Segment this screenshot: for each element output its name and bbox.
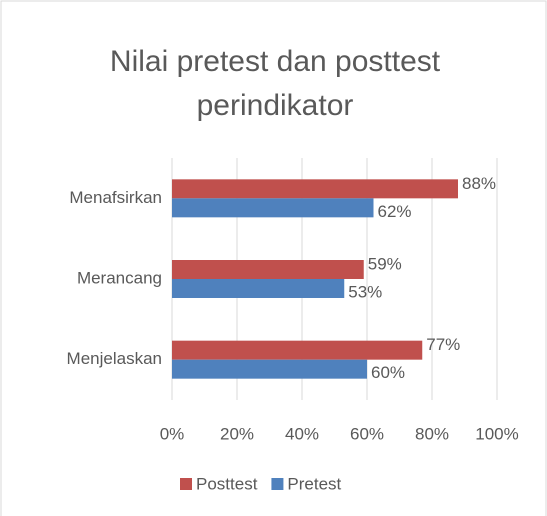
chart-title: Nilai pretest dan posttest perindikator xyxy=(109,45,441,122)
data-label: 60% xyxy=(371,363,405,382)
x-tick-label: 60% xyxy=(350,424,384,443)
x-tick-label: 20% xyxy=(220,424,254,443)
data-label: 62% xyxy=(378,202,412,221)
legend-swatch xyxy=(271,478,284,490)
x-tick-label: 100% xyxy=(475,424,518,443)
legend-label: Posttest xyxy=(196,474,258,493)
legend-swatch xyxy=(180,478,192,490)
x-tick-label: 40% xyxy=(285,424,319,443)
bar xyxy=(172,260,364,279)
bar xyxy=(172,359,367,379)
data-label: 59% xyxy=(368,254,402,273)
y-tick-label: Menafsirkan xyxy=(69,188,162,207)
data-label: 53% xyxy=(348,282,382,301)
bar xyxy=(172,198,374,218)
y-tick-label: Menjelaskan xyxy=(67,349,162,368)
legend-label: Pretest xyxy=(287,474,341,493)
bar xyxy=(172,279,345,298)
x-tick-label: 80% xyxy=(415,424,449,443)
bar xyxy=(172,179,458,199)
data-label: 77% xyxy=(426,335,460,354)
bar xyxy=(172,340,423,360)
data-label: 88% xyxy=(462,174,496,193)
y-tick-label: Merancang xyxy=(77,268,162,287)
x-tick-label: 0% xyxy=(160,424,185,443)
